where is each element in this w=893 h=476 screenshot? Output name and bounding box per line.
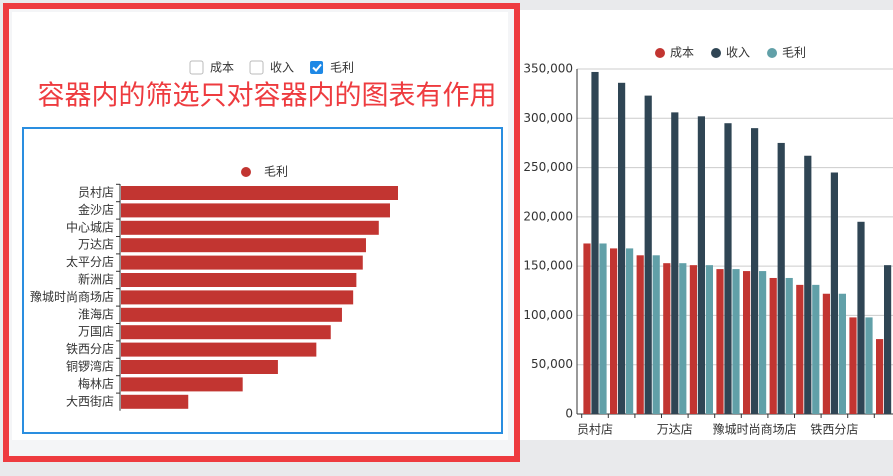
x-tick-label: 豫城时尚商场店 — [713, 422, 797, 437]
legend-label: 毛利 — [782, 46, 806, 60]
y-tick-label: 150,000 — [523, 259, 573, 273]
bar — [751, 128, 759, 414]
bar — [121, 307, 342, 322]
x-tick-label: 铁西分店 — [810, 423, 858, 437]
bar — [121, 255, 363, 270]
category-label: 中心城店 — [66, 219, 114, 234]
bar — [743, 271, 751, 414]
bar — [724, 123, 732, 414]
bar — [796, 284, 804, 414]
check-mark — [312, 63, 322, 72]
y-tick-label: 50,000 — [531, 357, 573, 371]
bar — [121, 342, 317, 357]
bar — [121, 186, 398, 200]
legend-marker — [655, 48, 665, 58]
category-label: 淮海店 — [78, 306, 114, 321]
bar — [121, 360, 278, 374]
bar — [830, 172, 838, 414]
x-tick-label: 万达店 — [657, 423, 693, 437]
category-label: 员村店 — [78, 186, 114, 200]
category-label: 梅林店 — [78, 376, 114, 391]
bar — [732, 269, 740, 414]
checkbox[interactable] — [310, 61, 324, 74]
bar — [812, 284, 820, 414]
bar — [857, 221, 865, 414]
bar — [705, 265, 713, 414]
bar — [865, 317, 873, 414]
category-label: 铁西分店 — [66, 342, 114, 356]
y-tick-label: 250,000 — [523, 160, 573, 174]
legend-label: 成本 — [670, 46, 694, 60]
legend-label: 收入 — [726, 46, 750, 60]
y-tick-label: 300,000 — [523, 111, 573, 125]
y-tick-label: 100,000 — [523, 308, 573, 322]
checkbox-label[interactable]: 收入 — [270, 61, 294, 75]
bar — [121, 238, 366, 253]
bar — [121, 377, 243, 392]
bar — [644, 95, 652, 414]
bar — [663, 263, 671, 414]
annotation: 容器内的筛选只对容器内的图表有作用 — [38, 81, 497, 112]
bar — [610, 248, 618, 414]
bar — [121, 290, 354, 305]
checkbox-label[interactable]: 成本 — [210, 61, 234, 75]
bar — [716, 269, 724, 414]
bar — [591, 71, 599, 414]
bar — [679, 263, 687, 414]
bar — [822, 293, 830, 414]
category-label: 万达店 — [78, 238, 114, 252]
y-tick-label: 0 — [565, 407, 573, 421]
bar — [689, 265, 697, 414]
bar — [121, 325, 331, 340]
bar — [697, 116, 705, 415]
checkbox[interactable] — [249, 60, 264, 75]
bar — [121, 203, 390, 218]
y-tick-label: 350,000 — [523, 62, 573, 76]
category-label: 豫城时尚商场店 — [30, 289, 114, 304]
category-label: 太平分店 — [66, 254, 114, 269]
category-label: 金沙店 — [78, 202, 114, 217]
checkbox-label[interactable]: 毛利 — [330, 61, 354, 75]
bar — [121, 394, 189, 409]
category-label: 万国店 — [78, 325, 114, 339]
bar — [583, 243, 591, 414]
bar — [777, 142, 785, 414]
bar — [876, 339, 884, 414]
bar — [785, 277, 793, 414]
checkbox[interactable] — [189, 60, 204, 75]
bar — [618, 82, 626, 415]
bar — [759, 271, 767, 414]
legend-marker — [241, 167, 251, 177]
category-label: 新洲店 — [78, 272, 114, 287]
category-label: 铜锣湾店 — [66, 359, 114, 374]
legend-marker — [711, 48, 722, 58]
category-label: 大西街店 — [66, 394, 114, 408]
bar — [636, 255, 644, 414]
x-tick-label: 员村店 — [577, 423, 613, 437]
bar — [849, 317, 857, 414]
bar — [121, 220, 379, 235]
bar — [121, 273, 357, 287]
bar — [838, 293, 846, 414]
bar — [804, 155, 812, 414]
legend-marker — [767, 48, 778, 58]
bar — [652, 255, 660, 414]
bar — [769, 277, 777, 414]
bar — [884, 265, 892, 414]
y-tick-label: 200,000 — [523, 209, 573, 223]
bar — [626, 248, 634, 414]
bar — [671, 112, 679, 414]
bar — [599, 243, 607, 414]
legend-label: 毛利 — [264, 165, 288, 179]
